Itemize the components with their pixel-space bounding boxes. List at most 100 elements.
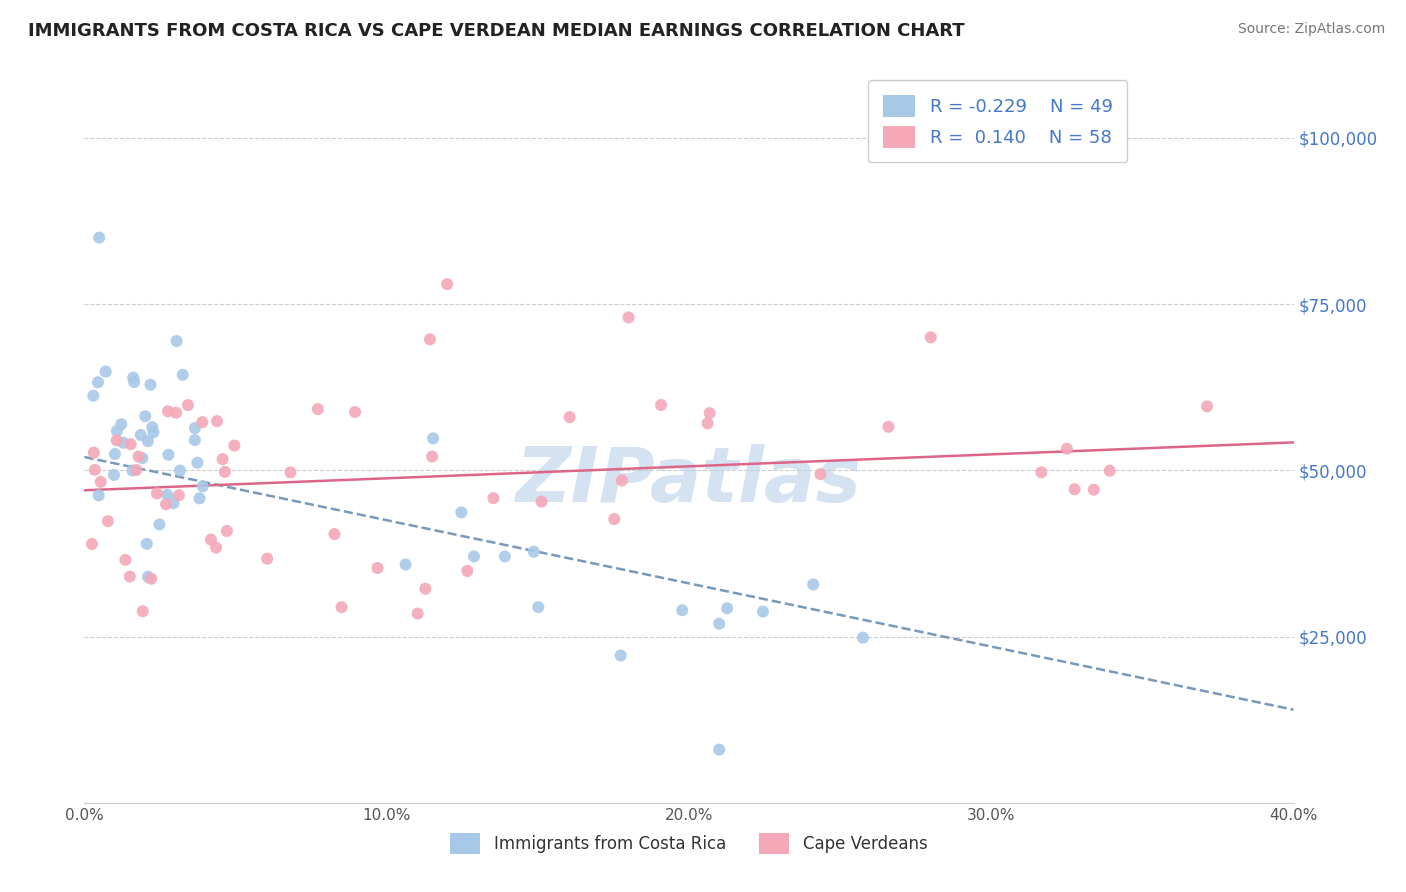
Point	[136, 570, 159, 584]
Point	[456, 564, 478, 578]
Point	[877, 419, 900, 434]
Point	[142, 425, 165, 440]
Point	[330, 600, 353, 615]
Point	[671, 603, 693, 617]
Point	[184, 433, 207, 447]
Point	[83, 463, 105, 477]
Point	[89, 230, 111, 244]
Point	[110, 417, 132, 432]
Point	[186, 456, 208, 470]
Point	[280, 466, 302, 480]
Text: Source: ZipAtlas.com: Source: ZipAtlas.com	[1237, 22, 1385, 37]
Point	[146, 486, 169, 500]
Point	[1083, 483, 1105, 497]
Point	[205, 541, 228, 555]
Point	[307, 402, 329, 417]
Point	[156, 488, 179, 502]
Point	[122, 375, 145, 389]
Point	[87, 376, 110, 390]
Point	[394, 558, 416, 572]
Point	[169, 463, 191, 477]
Point	[162, 496, 184, 510]
Point	[97, 514, 120, 528]
Point	[139, 572, 162, 586]
Point	[609, 648, 631, 663]
Point	[617, 310, 640, 325]
Point	[80, 537, 103, 551]
Point	[166, 334, 188, 348]
Point	[415, 582, 437, 596]
Point	[463, 549, 485, 564]
Point	[120, 437, 142, 451]
Point	[167, 488, 190, 502]
Point	[184, 421, 207, 435]
Point	[716, 601, 738, 615]
Legend: Immigrants from Costa Rica, Cape Verdeans: Immigrants from Costa Rica, Cape Verdean…	[444, 827, 934, 860]
Point	[121, 463, 143, 477]
Point	[127, 450, 149, 464]
Point	[1056, 442, 1078, 456]
Point	[82, 389, 104, 403]
Point	[94, 365, 117, 379]
Point	[157, 404, 180, 418]
Point	[256, 551, 278, 566]
Point	[129, 428, 152, 442]
Point	[1031, 466, 1053, 480]
Point	[696, 417, 718, 431]
Point	[436, 277, 458, 292]
Point	[177, 398, 200, 412]
Point	[420, 450, 443, 464]
Point	[122, 370, 145, 384]
Point	[135, 537, 157, 551]
Point	[558, 410, 581, 425]
Point	[419, 332, 441, 346]
Point	[200, 533, 222, 547]
Point	[157, 448, 180, 462]
Point	[105, 424, 128, 438]
Point	[134, 409, 156, 424]
Point	[422, 431, 444, 445]
Point	[752, 605, 775, 619]
Point	[709, 616, 731, 631]
Point	[90, 475, 112, 489]
Text: IMMIGRANTS FROM COSTA RICA VS CAPE VERDEAN MEDIAN EARNINGS CORRELATION CHART: IMMIGRANTS FROM COSTA RICA VS CAPE VERDE…	[28, 22, 965, 40]
Point	[83, 445, 105, 459]
Text: ZIPatlas: ZIPatlas	[516, 444, 862, 518]
Point	[523, 544, 546, 558]
Point	[114, 553, 136, 567]
Point	[1098, 464, 1121, 478]
Point	[450, 505, 472, 519]
Point	[323, 527, 346, 541]
Point	[87, 488, 110, 502]
Point	[105, 434, 128, 448]
Point	[709, 742, 731, 756]
Point	[215, 524, 238, 538]
Point	[527, 600, 550, 615]
Point	[482, 491, 505, 505]
Point	[852, 631, 875, 645]
Point	[141, 420, 163, 434]
Point	[132, 604, 155, 618]
Point	[205, 414, 228, 428]
Point	[155, 497, 177, 511]
Point	[1063, 482, 1085, 496]
Point	[139, 377, 162, 392]
Point	[125, 463, 148, 477]
Point	[530, 494, 553, 508]
Point	[610, 474, 633, 488]
Point	[366, 561, 388, 575]
Point	[211, 452, 233, 467]
Point	[406, 607, 429, 621]
Point	[1197, 400, 1219, 414]
Point	[224, 439, 246, 453]
Point	[103, 467, 125, 482]
Point	[191, 479, 214, 493]
Point	[494, 549, 516, 564]
Point	[699, 406, 721, 420]
Point	[801, 577, 824, 591]
Point	[214, 465, 236, 479]
Point	[603, 512, 626, 526]
Point	[131, 451, 153, 466]
Point	[344, 405, 367, 419]
Point	[188, 491, 211, 506]
